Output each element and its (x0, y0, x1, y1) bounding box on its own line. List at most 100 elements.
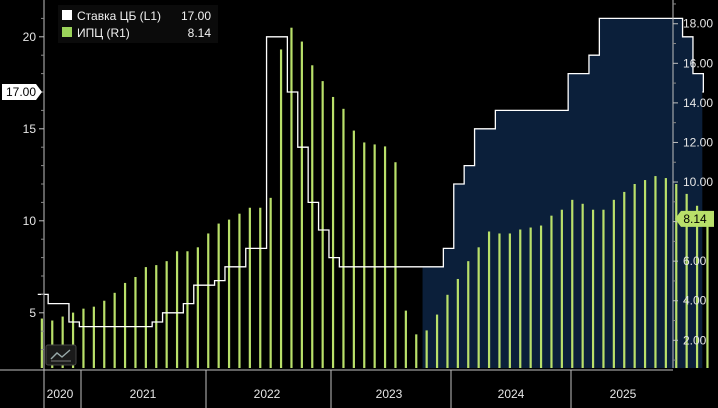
cpi-bar (71, 312, 75, 368)
cpi-bar (435, 314, 439, 368)
cpi-bar (238, 213, 241, 368)
right-tick-label: 2.00 (683, 333, 707, 347)
legend: Ставка ЦБ (L1) 17.00 ИПЦ (R1) 8.14 (58, 5, 218, 43)
cpi-bar (165, 261, 168, 368)
cpi-bar (196, 247, 199, 368)
cpi-bar (92, 306, 95, 368)
left-last-value-tag (2, 84, 42, 100)
cpi-bar (82, 308, 85, 368)
year-label: 2022 (254, 387, 281, 401)
cpi-bar (487, 231, 491, 368)
rate-area (422, 18, 704, 369)
cpi-bar (40, 318, 43, 368)
cpi-bar (654, 176, 657, 368)
year-label: 2024 (498, 387, 525, 401)
cpi-bar (508, 233, 511, 368)
legend-swatch-cpi (62, 27, 72, 37)
cpi-bar (383, 146, 387, 368)
legend-cpi-name: ИПЦ (R1) (77, 26, 130, 40)
left-tick-label: 10 (23, 214, 37, 228)
cpi-bar (394, 162, 397, 368)
cpi-bar (675, 184, 678, 368)
cpi-bar (51, 320, 54, 368)
rate-line-layer (37, 17, 705, 328)
year-label: 2020 (47, 387, 74, 401)
cpi-bar (612, 199, 615, 368)
left-tick-label: 5 (29, 306, 36, 320)
cpi-bar (664, 178, 667, 368)
left-tick-label: 20 (23, 30, 37, 44)
cpi-bar (643, 180, 647, 368)
cpi-bar (248, 207, 251, 368)
rate-area-layer (422, 18, 704, 369)
cpi-bar (529, 227, 532, 368)
cpi-bar (550, 215, 553, 368)
cpi-bar (477, 247, 480, 368)
cpi-bar (186, 251, 189, 368)
cpi-bar-layer (40, 27, 709, 369)
cpi-bar (269, 197, 272, 368)
cpi-bar (227, 219, 231, 368)
year-label: 2023 (376, 387, 403, 401)
cpi-bar (571, 199, 574, 368)
legend-cpi-value: 8.14 (188, 26, 212, 40)
cpi-bar (373, 144, 376, 368)
cpi-bar (217, 223, 220, 368)
cpi-bar (175, 251, 179, 368)
cpi-bar (103, 300, 106, 368)
cpi-bar (602, 209, 605, 368)
cpi-bar (591, 209, 595, 368)
right-tick-label: 4.00 (683, 294, 707, 308)
cpi-bar (581, 203, 584, 368)
left-last-value-text: 17.00 (6, 85, 36, 99)
cpi-bar (331, 96, 335, 369)
cpi-bar (259, 207, 262, 368)
legend-swatch-rate (62, 10, 72, 20)
cpi-bar (134, 276, 137, 368)
cpi-bar (467, 261, 470, 368)
rate-line (37, 17, 705, 328)
cpi-bar (144, 267, 147, 368)
cpi-bar (155, 265, 158, 368)
right-tick-label: 12.00 (683, 135, 713, 149)
right-last-value-tag (675, 210, 714, 227)
right-tick-label: 16.00 (683, 56, 713, 70)
cpi-bar (300, 41, 303, 368)
chart-type-icon[interactable] (45, 344, 77, 366)
cpi-bar (560, 209, 563, 368)
legend-rate-value: 17.00 (181, 9, 211, 23)
cpi-bar (207, 233, 210, 368)
year-label: 2025 (610, 387, 637, 401)
cpi-bar (404, 310, 407, 368)
cpi-bar (342, 108, 345, 369)
cpi-bar (498, 233, 501, 368)
cpi-bar (456, 278, 459, 368)
cpi-bar (539, 225, 543, 368)
cpi-bar (706, 218, 709, 368)
year-label: 2021 (130, 387, 157, 401)
cpi-bar (685, 193, 688, 368)
cpi-bar (425, 330, 428, 368)
right-last-value-text: 8.14 (683, 212, 707, 226)
right-tick-label: 14.00 (683, 96, 713, 110)
cpi-bar (695, 205, 699, 368)
right-tick-label: 18.00 (683, 17, 713, 31)
label-layer: 17.00 8.14 (2, 84, 714, 227)
cpi-bar (311, 65, 314, 369)
right-tick-label: 6.00 (683, 254, 707, 268)
left-tick-label: 15 (23, 122, 37, 136)
cpi-bar (363, 142, 366, 368)
cpi-bar (123, 282, 127, 368)
legend-rate-name: Ставка ЦБ (L1) (77, 9, 161, 23)
cpi-bar (61, 316, 64, 368)
cpi-bar (633, 184, 636, 368)
cpi-bar (279, 49, 283, 368)
cpi-bar (446, 294, 449, 368)
cpi-bar (519, 229, 522, 368)
cpi-bar (352, 130, 355, 368)
right-tick-label: 10.00 (683, 175, 713, 189)
cpi-bar (415, 334, 418, 368)
